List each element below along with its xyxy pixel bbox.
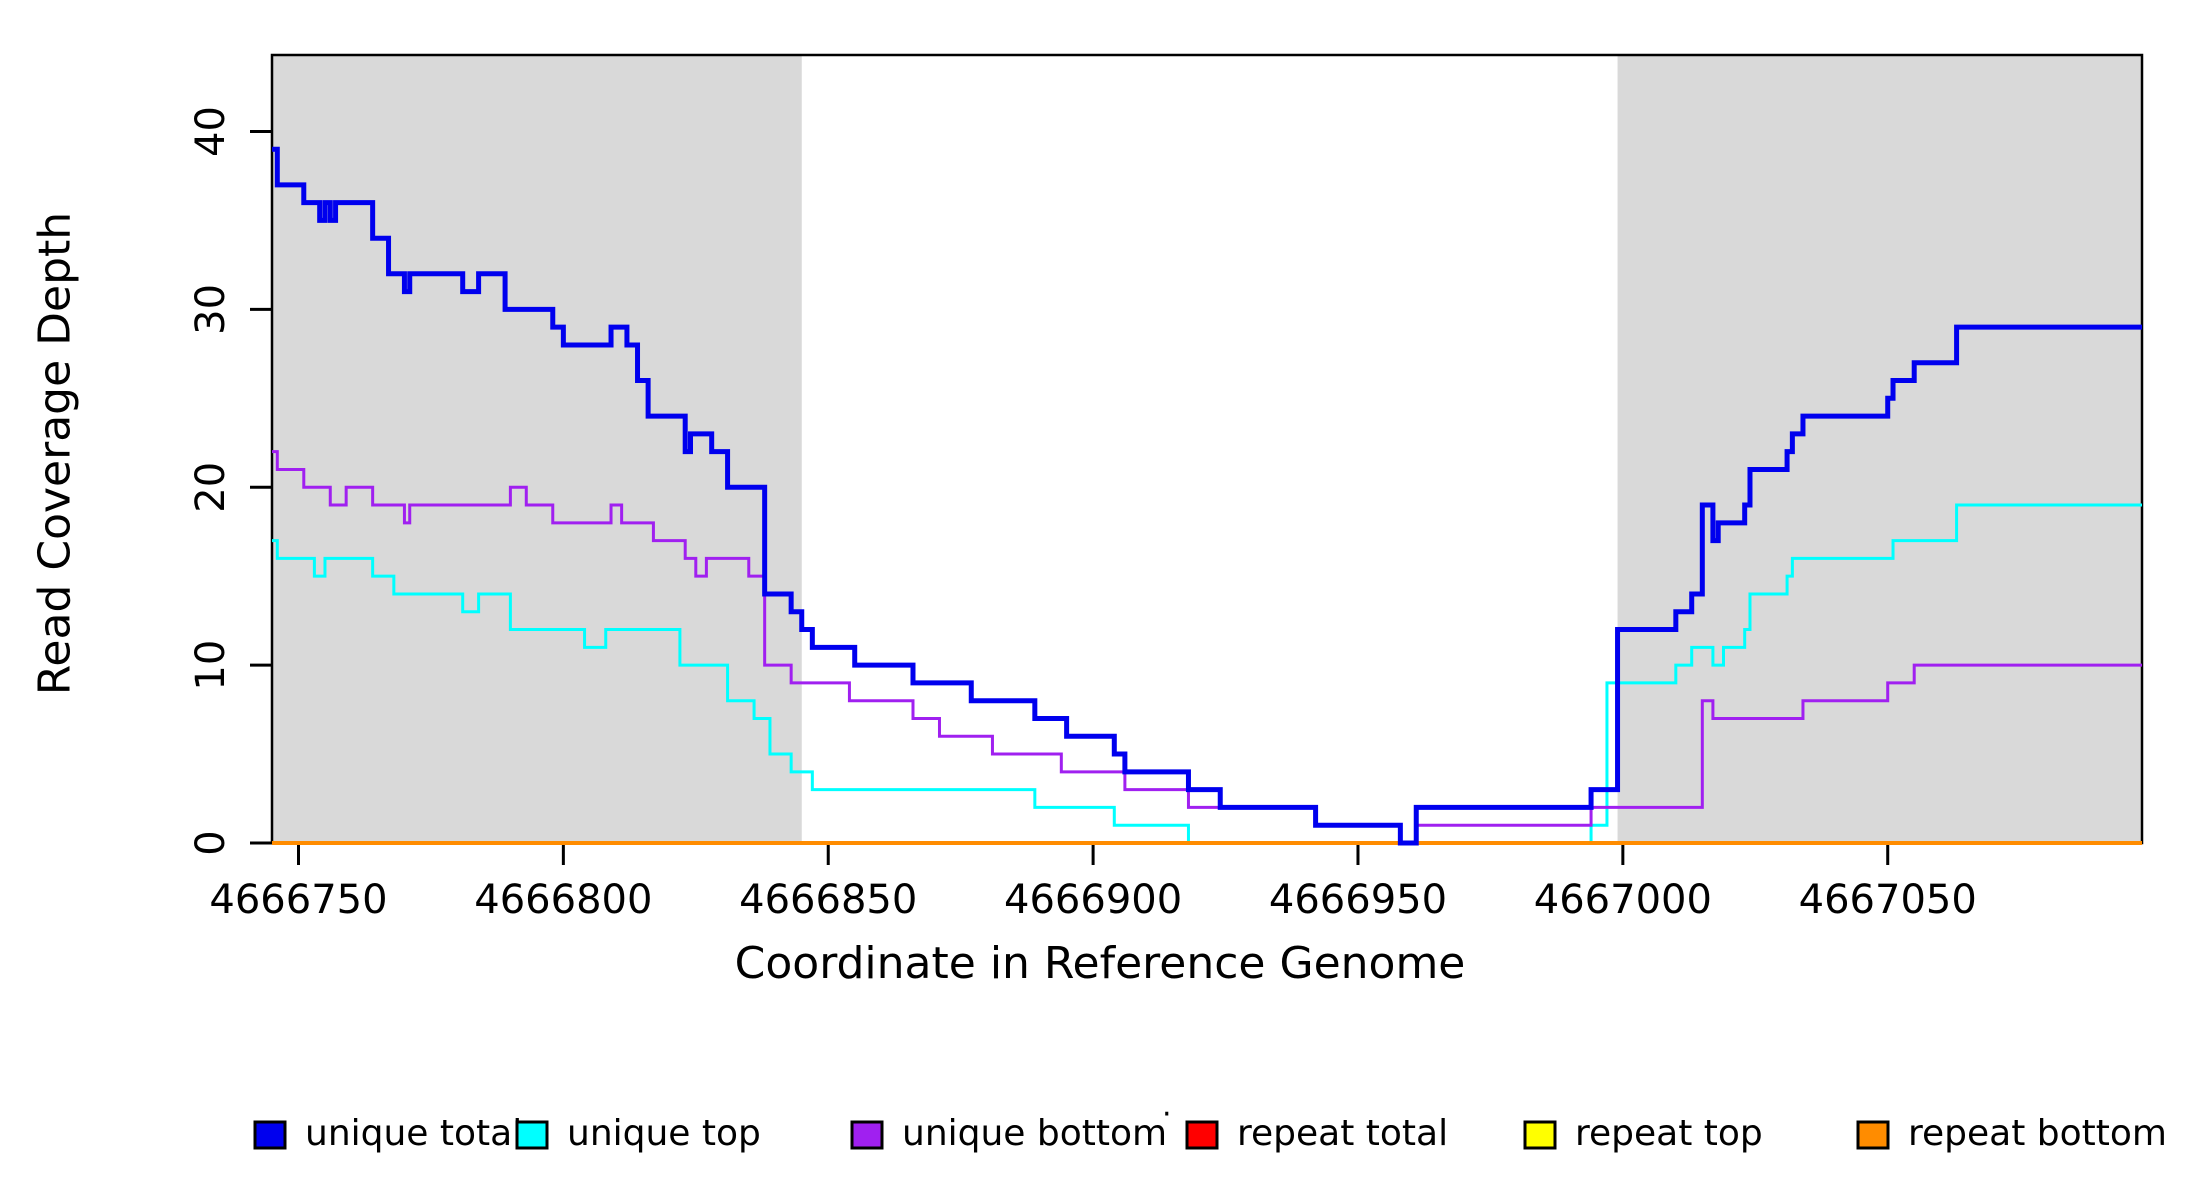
y-tick-label: 30 (188, 284, 234, 335)
legend-swatch-repeat-total (1185, 1120, 1219, 1150)
legend-label-unique-bottom: unique bottom (902, 1113, 1167, 1154)
x-tick-label: 4666800 (474, 877, 652, 923)
x-tick-label: 4667050 (1799, 877, 1977, 923)
stray-dot: · (1162, 1097, 1172, 1132)
legend-swatch-repeat-top (1523, 1120, 1557, 1150)
series-unique-top (272, 503, 2142, 845)
x-tick-label: 4667000 (1534, 877, 1712, 923)
legend-label-unique-total: unique total (305, 1113, 522, 1154)
x-axis-title: Coordinate in Reference Genome (734, 938, 1466, 989)
legend-swatch-unique-top (515, 1120, 549, 1150)
legend-label-repeat-top: repeat top (1575, 1113, 1763, 1154)
series-unique-total (272, 146, 2142, 846)
x-tick-label: 4666950 (1269, 877, 1447, 923)
legend-label-repeat-bottom: repeat bottom (1908, 1113, 2167, 1154)
series-unique-bottom (272, 450, 2142, 845)
x-tick-label: 4666850 (739, 877, 917, 923)
legend-swatch-unique-bottom (850, 1120, 884, 1150)
y-tick-label: 20 (188, 462, 234, 513)
legend-swatch-unique-total (253, 1120, 287, 1150)
x-tick-label: 4666750 (209, 877, 387, 923)
shaded-region-left-repeat-flank (272, 55, 802, 843)
x-tick-label: 4666900 (1004, 877, 1182, 923)
y-tick-label: 0 (188, 830, 234, 855)
y-axis-title: Read Coverage Depth (29, 211, 81, 696)
legend-label-repeat-total: repeat total (1237, 1113, 1448, 1154)
y-tick-label: 10 (188, 640, 234, 691)
y-tick-label: 40 (188, 106, 234, 157)
legend-label-unique-top: unique top (567, 1113, 761, 1154)
shaded-region-right-repeat-flank (1617, 55, 2142, 843)
legend-swatch-repeat-bottom (1856, 1120, 1890, 1150)
